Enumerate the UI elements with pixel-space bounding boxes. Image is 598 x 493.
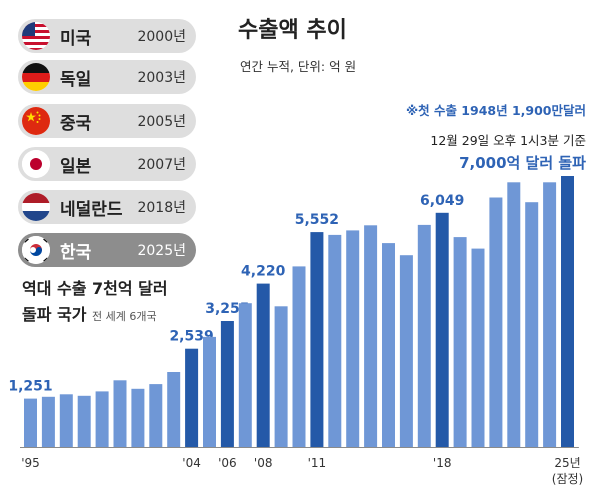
- data-label-1995: 1,251: [8, 379, 52, 395]
- bar-2023: [525, 202, 539, 447]
- bar-2011: [310, 232, 324, 447]
- bar-2003: [167, 372, 181, 447]
- bar-1999: [95, 391, 109, 447]
- country-pill-korea: 한국 2025년: [18, 233, 196, 267]
- bar-2019: [453, 237, 467, 447]
- country-year: 2003년: [137, 70, 186, 86]
- caption-line-2: 돌파 국가 전 세계 6개국: [22, 301, 157, 325]
- country-name: 독일: [60, 70, 92, 90]
- country-year: 2018년: [137, 200, 186, 216]
- country-name: 중국: [60, 114, 92, 134]
- milestone-note: 7,000억 달러 돌파: [459, 154, 586, 172]
- bar-2004: [185, 348, 199, 447]
- country-pill-us: 미국 2000년: [18, 19, 196, 53]
- bar-2024: [543, 182, 557, 448]
- bar-2007: [238, 303, 252, 447]
- data-label-2004: 2,539: [169, 329, 213, 345]
- x-tick-label-2011: '11: [308, 456, 327, 470]
- bar-2008: [256, 283, 270, 447]
- data-label-2008: 4,220: [241, 264, 286, 280]
- netherlands-flag-icon: [22, 193, 50, 221]
- bar-2021: [489, 197, 503, 447]
- bar-2010: [292, 266, 306, 447]
- country-name: 네덜란드: [60, 200, 123, 220]
- chart-title: 수출액 추이: [238, 18, 347, 43]
- bar-2014: [364, 225, 378, 447]
- x-tick-label-1995: '95: [21, 456, 40, 470]
- country-name: 일본: [60, 157, 92, 177]
- caption-line-2-small: 전 세계 6개국: [92, 310, 157, 323]
- x-tick-label-2008: '08: [254, 456, 273, 470]
- bar-2025: [561, 176, 574, 447]
- x-tick-label-2025: 25년: [554, 456, 580, 470]
- bar-1997: [59, 394, 73, 447]
- bar-1998: [77, 395, 91, 447]
- country-year: 2000년: [137, 29, 186, 45]
- bar-2015: [382, 243, 395, 447]
- us-flag-icon: [22, 22, 50, 50]
- bar-2006: [220, 321, 234, 447]
- bar-2020: [471, 248, 485, 447]
- country-pill-china: 중국 2005년: [18, 104, 196, 138]
- data-label-2011: 5,552: [295, 212, 339, 228]
- country-pill-japan: 일본 2007년: [18, 147, 196, 181]
- chart-subtitle: 연간 누적, 단위: 억 원: [240, 59, 357, 74]
- bar-2016: [399, 255, 413, 447]
- x-tick-label-2006: '06: [218, 456, 237, 470]
- bar-2005: [203, 336, 216, 447]
- caption-line-2-main: 돌파 국가: [22, 305, 87, 324]
- bar-1996: [41, 396, 55, 447]
- bar-2017: [417, 224, 431, 447]
- country-name: 한국: [60, 243, 92, 263]
- data-label-2018: 6,049: [420, 193, 464, 209]
- country-year: 2007년: [137, 157, 186, 173]
- bar-1995: [24, 398, 37, 447]
- bar-2009: [274, 306, 288, 447]
- china-flag-icon: [22, 107, 50, 135]
- country-pill-germany: 독일 2003년: [18, 60, 196, 94]
- bar-2012: [328, 234, 342, 447]
- bar-2002: [149, 384, 163, 447]
- x-tick-label-2018: '18: [433, 456, 452, 470]
- first-export-note: ※첫 수출 1948년 1,900만달러: [405, 103, 586, 118]
- timestamp-note: 12월 29일 오후 1시3분 기준: [430, 133, 586, 148]
- country-name: 미국: [60, 29, 92, 49]
- country-year: 2005년: [137, 114, 186, 130]
- bar-2000: [113, 380, 127, 447]
- bar-2013: [346, 230, 360, 447]
- country-pill-netherlands: 네덜란드 2018년: [18, 190, 196, 224]
- bar-2022: [507, 182, 521, 448]
- japan-flag-icon: [22, 150, 50, 178]
- bar-2001: [131, 388, 145, 447]
- bar-2018: [435, 212, 449, 447]
- x-tick-label-2004: '04: [182, 456, 201, 470]
- x-tick-sublabel: (잠정): [552, 472, 583, 486]
- data-label-2006: 3,255: [205, 301, 249, 317]
- korea-flag-icon: [22, 236, 50, 264]
- country-year: 2025년: [137, 243, 186, 259]
- germany-flag-icon: [22, 63, 50, 91]
- caption-line-1: 역대 수출 7천억 달러: [22, 279, 168, 298]
